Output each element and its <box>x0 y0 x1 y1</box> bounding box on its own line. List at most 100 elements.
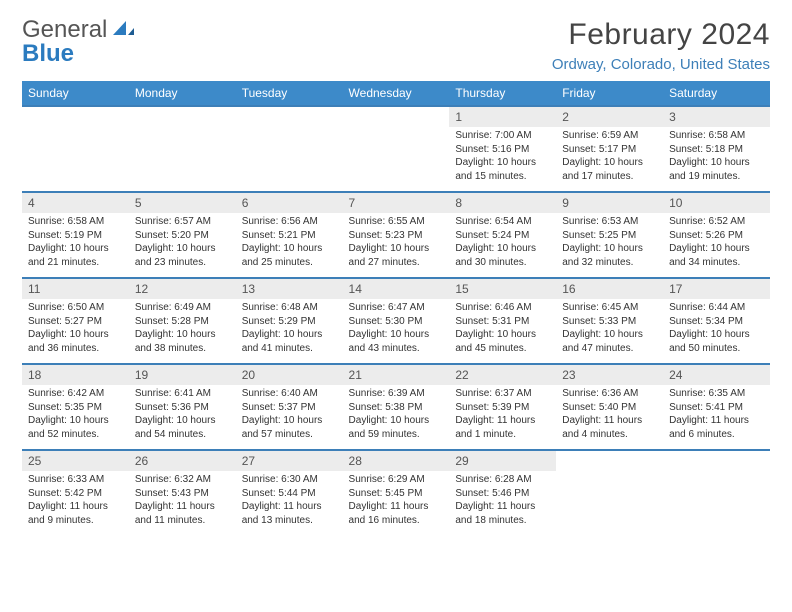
sunrise-text: Sunrise: 6:42 AM <box>28 387 123 401</box>
daylight-text-2: and 52 minutes. <box>28 428 123 442</box>
sunset-text: Sunset: 5:45 PM <box>349 487 444 501</box>
sunrise-text: Sunrise: 6:54 AM <box>455 215 550 229</box>
sunset-text: Sunset: 5:21 PM <box>242 229 337 243</box>
sunrise-text: Sunrise: 6:32 AM <box>135 473 230 487</box>
day-detail-cell: Sunrise: 6:30 AMSunset: 5:44 PMDaylight:… <box>236 471 343 535</box>
sunrise-text: Sunrise: 6:30 AM <box>242 473 337 487</box>
daylight-text-1: Daylight: 11 hours <box>349 500 444 514</box>
day-detail-cell: Sunrise: 6:48 AMSunset: 5:29 PMDaylight:… <box>236 299 343 364</box>
daynum-cell: 28 <box>343 450 450 471</box>
week-0-numrow: 123 <box>22 106 770 127</box>
daylight-text-1: Daylight: 11 hours <box>135 500 230 514</box>
daylight-text-2: and 32 minutes. <box>562 256 657 270</box>
day-detail-cell: Sunrise: 7:00 AMSunset: 5:16 PMDaylight:… <box>449 127 556 192</box>
daylight-text-2: and 21 minutes. <box>28 256 123 270</box>
day-detail-cell: Sunrise: 6:52 AMSunset: 5:26 PMDaylight:… <box>663 213 770 278</box>
sunset-text: Sunset: 5:24 PM <box>455 229 550 243</box>
sunrise-text: Sunrise: 6:53 AM <box>562 215 657 229</box>
daylight-text-1: Daylight: 11 hours <box>562 414 657 428</box>
daynum-cell: 6 <box>236 192 343 213</box>
daynum-cell: 26 <box>129 450 236 471</box>
sunrise-text: Sunrise: 6:41 AM <box>135 387 230 401</box>
daylight-text-2: and 59 minutes. <box>349 428 444 442</box>
daylight-text-1: Daylight: 10 hours <box>455 328 550 342</box>
sunrise-text: Sunrise: 6:36 AM <box>562 387 657 401</box>
sunset-text: Sunset: 5:39 PM <box>455 401 550 415</box>
daylight-text-2: and 45 minutes. <box>455 342 550 356</box>
sunset-text: Sunset: 5:27 PM <box>28 315 123 329</box>
daylight-text-2: and 11 minutes. <box>135 514 230 528</box>
daynum-cell: 24 <box>663 364 770 385</box>
sunset-text: Sunset: 5:41 PM <box>669 401 764 415</box>
daylight-text-1: Daylight: 10 hours <box>562 156 657 170</box>
day-detail-cell <box>129 127 236 192</box>
daylight-text-2: and 19 minutes. <box>669 170 764 184</box>
day-header-row: SundayMondayTuesdayWednesdayThursdayFrid… <box>22 81 770 106</box>
sunset-text: Sunset: 5:36 PM <box>135 401 230 415</box>
day-detail-cell: Sunrise: 6:41 AMSunset: 5:36 PMDaylight:… <box>129 385 236 450</box>
sunset-text: Sunset: 5:25 PM <box>562 229 657 243</box>
dayhead-tuesday: Tuesday <box>236 81 343 106</box>
logo-sail-icon <box>111 18 137 42</box>
daylight-text-1: Daylight: 10 hours <box>242 242 337 256</box>
day-detail-cell: Sunrise: 6:44 AMSunset: 5:34 PMDaylight:… <box>663 299 770 364</box>
sunrise-text: Sunrise: 6:40 AM <box>242 387 337 401</box>
daynum-cell <box>663 450 770 471</box>
daylight-text-1: Daylight: 10 hours <box>28 328 123 342</box>
daynum-cell <box>22 106 129 127</box>
daylight-text-1: Daylight: 10 hours <box>349 242 444 256</box>
day-detail-cell: Sunrise: 6:59 AMSunset: 5:17 PMDaylight:… <box>556 127 663 192</box>
day-detail-cell: Sunrise: 6:58 AMSunset: 5:19 PMDaylight:… <box>22 213 129 278</box>
daylight-text-1: Daylight: 10 hours <box>455 156 550 170</box>
daylight-text-2: and 13 minutes. <box>242 514 337 528</box>
daynum-cell: 20 <box>236 364 343 385</box>
day-detail-cell: Sunrise: 6:47 AMSunset: 5:30 PMDaylight:… <box>343 299 450 364</box>
daylight-text-2: and 9 minutes. <box>28 514 123 528</box>
daylight-text-1: Daylight: 10 hours <box>242 328 337 342</box>
day-detail-cell: Sunrise: 6:57 AMSunset: 5:20 PMDaylight:… <box>129 213 236 278</box>
daylight-text-2: and 50 minutes. <box>669 342 764 356</box>
daylight-text-1: Daylight: 10 hours <box>455 242 550 256</box>
week-3-numrow: 18192021222324 <box>22 364 770 385</box>
day-detail-cell: Sunrise: 6:28 AMSunset: 5:46 PMDaylight:… <box>449 471 556 535</box>
sunset-text: Sunset: 5:42 PM <box>28 487 123 501</box>
day-detail-cell <box>556 471 663 535</box>
daynum-cell: 3 <box>663 106 770 127</box>
sunset-text: Sunset: 5:23 PM <box>349 229 444 243</box>
sunrise-text: Sunrise: 6:48 AM <box>242 301 337 315</box>
daylight-text-1: Daylight: 10 hours <box>28 242 123 256</box>
day-detail-cell: Sunrise: 6:32 AMSunset: 5:43 PMDaylight:… <box>129 471 236 535</box>
day-detail-cell: Sunrise: 6:54 AMSunset: 5:24 PMDaylight:… <box>449 213 556 278</box>
day-detail-cell <box>343 127 450 192</box>
sunset-text: Sunset: 5:19 PM <box>28 229 123 243</box>
daylight-text-1: Daylight: 11 hours <box>242 500 337 514</box>
daynum-cell: 9 <box>556 192 663 213</box>
sunset-text: Sunset: 5:34 PM <box>669 315 764 329</box>
daylight-text-2: and 25 minutes. <box>242 256 337 270</box>
daylight-text-1: Daylight: 11 hours <box>669 414 764 428</box>
week-4-detailrow: Sunrise: 6:33 AMSunset: 5:42 PMDaylight:… <box>22 471 770 535</box>
daynum-cell: 27 <box>236 450 343 471</box>
sunset-text: Sunset: 5:37 PM <box>242 401 337 415</box>
week-2-detailrow: Sunrise: 6:50 AMSunset: 5:27 PMDaylight:… <box>22 299 770 364</box>
day-detail-cell: Sunrise: 6:35 AMSunset: 5:41 PMDaylight:… <box>663 385 770 450</box>
daylight-text-2: and 34 minutes. <box>669 256 764 270</box>
logo-word1: General <box>22 16 107 43</box>
daylight-text-2: and 1 minute. <box>455 428 550 442</box>
sunrise-text: Sunrise: 6:58 AM <box>28 215 123 229</box>
daylight-text-2: and 54 minutes. <box>135 428 230 442</box>
sunset-text: Sunset: 5:31 PM <box>455 315 550 329</box>
sunrise-text: Sunrise: 6:50 AM <box>28 301 123 315</box>
sunrise-text: Sunrise: 6:56 AM <box>242 215 337 229</box>
daylight-text-1: Daylight: 10 hours <box>28 414 123 428</box>
location-label: Ordway, Colorado, United States <box>552 56 770 73</box>
sunset-text: Sunset: 5:30 PM <box>349 315 444 329</box>
daylight-text-2: and 57 minutes. <box>242 428 337 442</box>
daynum-cell: 2 <box>556 106 663 127</box>
daylight-text-2: and 38 minutes. <box>135 342 230 356</box>
daynum-cell: 17 <box>663 278 770 299</box>
daylight-text-2: and 30 minutes. <box>455 256 550 270</box>
daynum-cell: 10 <box>663 192 770 213</box>
day-detail-cell: Sunrise: 6:33 AMSunset: 5:42 PMDaylight:… <box>22 471 129 535</box>
calendar-table: SundayMondayTuesdayWednesdayThursdayFrid… <box>22 81 770 535</box>
